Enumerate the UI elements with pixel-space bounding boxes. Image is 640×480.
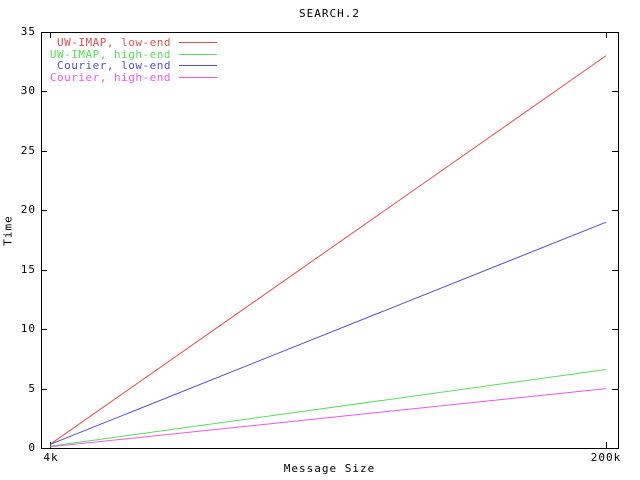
y-tick-label: 15 [20,263,36,276]
legend: UW-IMAP, low-end UW-IMAP, high-end Couri… [41,37,221,83]
legend-line-sample [179,65,217,67]
legend-label: UW-IMAP, low-end [57,36,171,49]
x-axis-label: Message Size [283,462,376,475]
legend-line-sample [179,76,217,78]
legend-label: Courier, low-end [57,59,171,72]
y-tick-label: 0 [28,441,36,454]
legend-row: Courier, high-end [41,70,221,84]
x-tick-label: 200k [590,451,622,464]
y-tick-label: 25 [20,144,36,157]
y-tick-label: 30 [20,84,36,97]
legend-row: Courier, low-end [41,60,221,72]
legend-line-sample [179,53,217,55]
legend-label: Courier, high-end [49,70,171,84]
legend-row: UW-IMAP, low-end [41,37,221,49]
chart-title: SEARCH.2 [299,7,360,20]
legend-line-sample [179,42,217,44]
legend-label: UW-IMAP, high-end [49,47,171,61]
x-tick-label: 4k [43,451,59,464]
y-tick-label: 10 [20,322,36,335]
y-tick-label: 5 [28,382,36,395]
y-tick-label: 35 [20,25,36,38]
y-tick-label: 20 [20,203,36,216]
legend-row: UW-IMAP, high-end [41,47,221,61]
